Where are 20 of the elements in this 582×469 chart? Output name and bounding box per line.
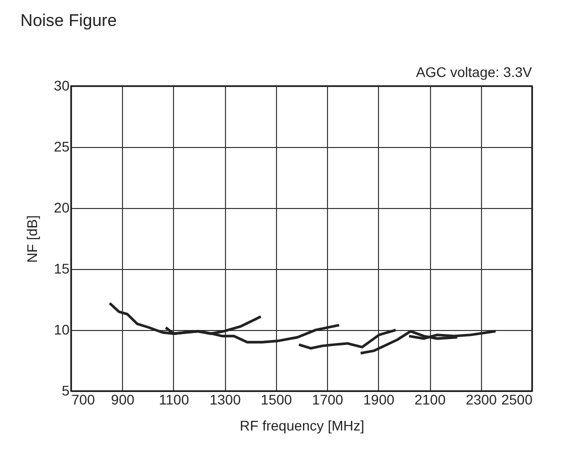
- x-tick-label: 1100: [158, 392, 190, 408]
- x-tick-label: 1500: [260, 392, 292, 408]
- y-tick-label: 20: [54, 200, 70, 216]
- y-tick-label: 25: [54, 138, 70, 154]
- chart-title: Noise Figure: [20, 11, 117, 30]
- y-axis-title: NF [dB]: [24, 215, 40, 263]
- y-tick-label: 5: [62, 382, 70, 398]
- y-tick-label: 10: [54, 322, 70, 338]
- y-tick-label: 15: [54, 260, 70, 276]
- x-tick-label: 900: [111, 392, 135, 408]
- y-tick-label: 30: [54, 78, 70, 94]
- text: AGC voltage: 3.3V: [416, 64, 533, 80]
- x-tick-label: 1700: [312, 392, 344, 408]
- x-tick-label: 1900: [363, 392, 395, 408]
- x-axis-title: RF frequency [MHz]: [240, 418, 364, 434]
- x-tick-label: 1300: [210, 392, 241, 408]
- x-tick-label: 700: [72, 392, 96, 408]
- x-tick-label: 2100: [414, 392, 446, 408]
- x-tick-label: 2500: [501, 392, 533, 408]
- x-tick-label: 2300: [466, 392, 498, 408]
